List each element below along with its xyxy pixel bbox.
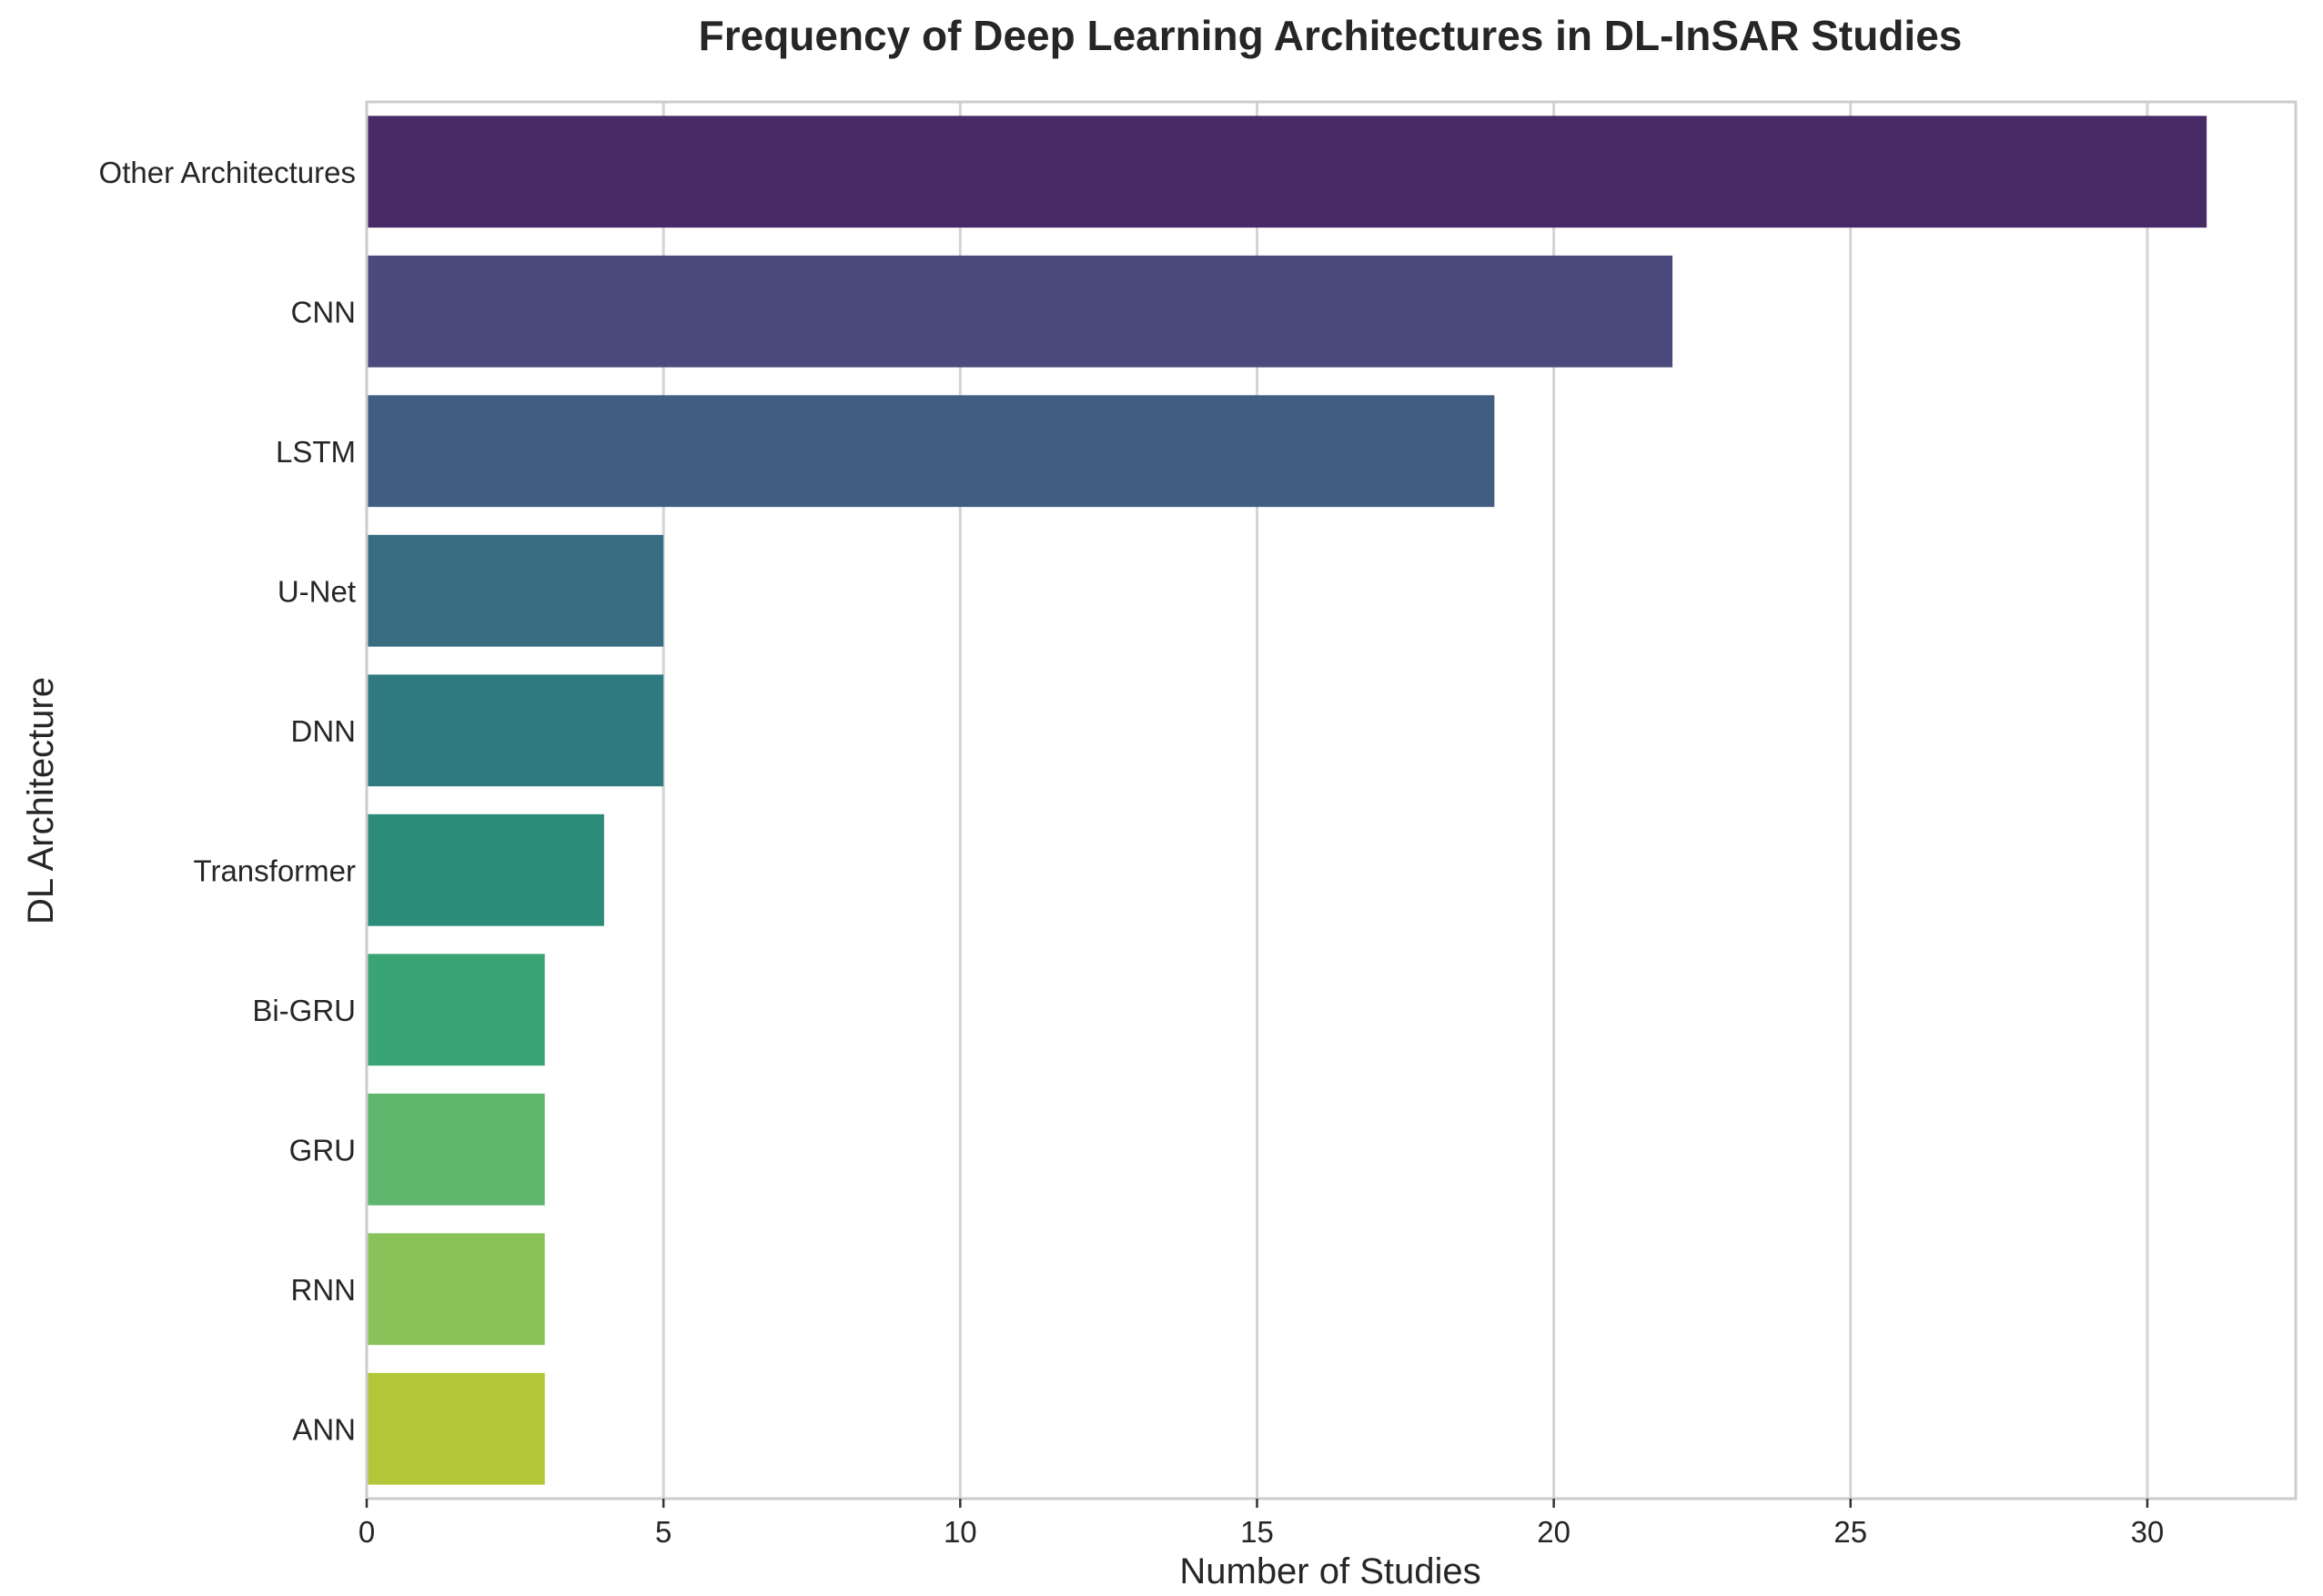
chart-title: Frequency of Deep Learning Architectures… xyxy=(699,12,1963,59)
bar-lstm xyxy=(367,395,1495,508)
bar-ann xyxy=(367,1372,545,1485)
y-tick-label: DNN xyxy=(291,714,357,748)
bar-rnn xyxy=(367,1233,545,1346)
y-tick-label: Transformer xyxy=(194,854,356,887)
y-tick-label: RNN xyxy=(291,1273,357,1307)
y-tick-label: Bi-GRU xyxy=(252,994,356,1027)
y-tick-labels: Other Architectures CNN LSTM U-Net DNN Transf… xyxy=(99,156,356,1447)
x-tick-label: 15 xyxy=(1240,1515,1274,1549)
bars xyxy=(367,116,2207,1485)
plot-frame xyxy=(365,100,2298,1500)
x-axis-label: Number of Studies xyxy=(1179,1551,1480,1591)
x-tick-label: 0 xyxy=(359,1515,375,1549)
x-tick-label: 30 xyxy=(2131,1515,2165,1549)
bar-other-architectures xyxy=(367,116,2207,228)
x-tick-label: 5 xyxy=(655,1515,672,1549)
y-tick-label: GRU xyxy=(289,1133,356,1167)
y-tick-label: Other Architectures xyxy=(99,156,356,189)
y-tick-label: U-Net xyxy=(278,574,356,608)
x-tick-label: 10 xyxy=(944,1515,977,1549)
bar-cnn xyxy=(367,255,1673,368)
bar-transformer xyxy=(367,813,604,926)
y-tick-label: LSTM xyxy=(276,435,356,469)
bar-gru xyxy=(367,1093,545,1206)
y-tick-label: CNN xyxy=(291,295,357,328)
y-axis-label: DL Architecture xyxy=(21,677,61,924)
bar-dnn xyxy=(367,674,664,787)
y-tick-label: ANN xyxy=(292,1412,356,1446)
x-tick-label: 25 xyxy=(1833,1515,1867,1549)
bar-bi-gru xyxy=(367,954,545,1066)
x-tick-labels: 0 5 10 15 20 25 30 xyxy=(359,1499,2164,1549)
bar-u-net xyxy=(367,534,664,647)
x-tick-label: 20 xyxy=(1537,1515,1571,1549)
